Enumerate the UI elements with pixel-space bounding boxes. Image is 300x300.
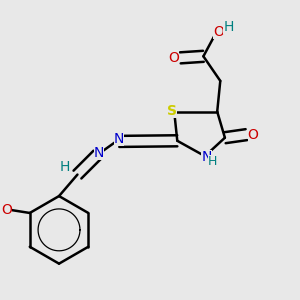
Text: O: O (168, 51, 179, 65)
Text: H: H (60, 160, 70, 174)
Text: H: H (208, 155, 217, 168)
Text: N: N (201, 150, 212, 164)
Text: N: N (114, 132, 124, 146)
Text: O: O (248, 128, 259, 142)
Text: H: H (224, 20, 234, 34)
Text: N: N (94, 146, 104, 160)
Text: O: O (213, 25, 224, 39)
Text: O: O (1, 203, 12, 217)
Text: S: S (167, 104, 177, 118)
